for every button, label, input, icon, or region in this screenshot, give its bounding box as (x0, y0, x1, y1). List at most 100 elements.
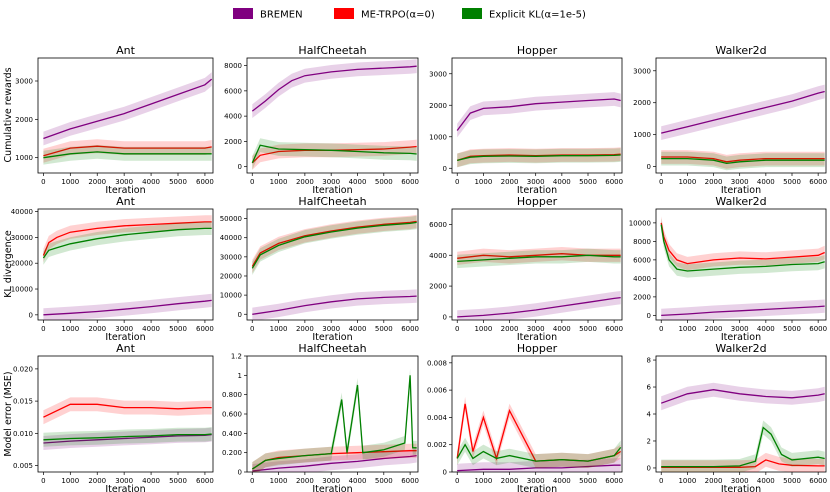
x-tick-label: 4000 (553, 477, 571, 485)
y-tick-label: 40000 (11, 208, 33, 216)
y-tick-label: 10000 (629, 219, 651, 227)
x-axis-label: Iteration (721, 484, 761, 492)
x-tick-label: 1000 (474, 477, 492, 485)
y-tick-label: 0 (29, 311, 33, 319)
panel-1-ant: Ant 0 1000 2000 3000 4000 5000 6000 1000 2000 3000… (15, 44, 214, 196)
series-band-bremen (457, 92, 621, 138)
x-tick-label: 6000 (401, 477, 419, 485)
x-tick-label: 3000 (731, 178, 749, 186)
x-tick-label: 3000 (527, 325, 545, 333)
x-tick-label: 1000 (61, 477, 79, 485)
axes-frame (655, 57, 827, 174)
series-band-me-trpo (43, 215, 212, 263)
series-band-bremen (457, 291, 621, 320)
y-tick-label: 1 (238, 372, 242, 380)
series-band-me-trpo (43, 139, 212, 163)
x-tick-label: 6000 (809, 325, 827, 333)
panel-2-ant: Ant 0 1000 2000 3000 4000 5000 6000 0 10000 20000 3… (11, 195, 214, 343)
series-line-explicit-kl (456, 443, 622, 462)
x-tick-label: 6000 (196, 477, 214, 485)
panel-title: Ant (116, 44, 135, 57)
series-band-explicit-kl (252, 368, 417, 472)
panel-title: Walker2d (715, 342, 766, 355)
x-tick-label: 2000 (501, 477, 519, 485)
x-tick-label: 6000 (605, 477, 623, 485)
series-line-me-trpo (251, 220, 417, 267)
series-band-bremen (43, 72, 212, 146)
x-axis-label: Iteration (105, 185, 145, 196)
series-line-explicit-kl (661, 426, 825, 468)
panel-1-halfcheetah: HalfCheetah 0 1000 2000 3000 4000 5000 6000 0 200… (224, 44, 419, 196)
x-tick-label: 5000 (579, 325, 597, 333)
x-axis-label: Iteration (721, 185, 761, 196)
y-tick-label: 20000 (11, 260, 33, 268)
series-band-explicit-kl (43, 221, 212, 265)
y-tick-label: 6 (647, 384, 652, 392)
series-band-bremen (252, 59, 417, 118)
legend-label-explicit-kl-1e-5: Explicit KL(α=1e-5) (489, 10, 586, 21)
series-line-bremen (661, 305, 825, 317)
series-line-bremen (661, 90, 825, 134)
legend-swatch-bremen (233, 8, 253, 19)
y-tick-label: 1000 (15, 154, 33, 162)
panel-3-walker2d: Walker2d 0 1000 2000 3000 4000 5000 6000 0 2 4 6 8 It… (647, 342, 828, 492)
series-line-me-trpo (457, 253, 621, 259)
y-tick-label: 2000 (429, 283, 447, 291)
series-line-explicit-kl (43, 433, 212, 441)
x-axis-label: Iteration (105, 484, 145, 492)
series-band-me-trpo (661, 216, 825, 271)
x-tick-label: 0 (455, 325, 459, 333)
legend-swatch-me-trpo-0 (334, 8, 354, 19)
x-tick-label: 1000 (678, 477, 696, 485)
y-tick-label: 2000 (15, 116, 33, 124)
x-tick-label: 4000 (757, 178, 775, 186)
series-band-explicit-kl (457, 248, 621, 269)
y-tick-label: 0.006 (427, 387, 448, 395)
series-line-bremen (457, 296, 621, 318)
y-tick-label: 4 (647, 411, 652, 419)
y-tick-label: 30000 (220, 253, 242, 261)
x-tick-label: 3000 (527, 178, 545, 186)
x-tick-label: 5000 (169, 477, 187, 485)
series-line-bremen (43, 78, 213, 140)
series-band-explicit-kl (457, 148, 621, 168)
y-tick-label: 4000 (633, 275, 651, 283)
x-tick-label: 0 (250, 178, 254, 186)
x-tick-label: 0 (455, 477, 459, 485)
x-tick-label: 4000 (349, 325, 367, 333)
x-tick-label: 1000 (474, 325, 492, 333)
y-tick-label: 2000 (633, 293, 651, 301)
series-band-explicit-kl (661, 218, 825, 278)
y-tick-label: 6000 (224, 87, 242, 95)
series-band-bremen (252, 289, 417, 320)
series-band-explicit-kl (252, 138, 417, 170)
x-tick-label: 4000 (142, 178, 160, 186)
y-tick-label: 6000 (429, 221, 447, 229)
x-tick-label: 4000 (553, 325, 571, 333)
x-axis-label: Iteration (517, 332, 557, 343)
series-line-explicit-kl (661, 157, 825, 165)
legend: BREMEN ME-TRPO(α=0) Explicit KL(α=1e-5) (233, 8, 586, 21)
y-tick-label: 3000 (633, 67, 651, 75)
y-tick-label: 0 (647, 464, 651, 472)
x-tick-label: 2000 (88, 325, 106, 333)
x-tick-label: 6000 (605, 325, 623, 333)
x-tick-label: 2000 (501, 178, 519, 186)
y-tick-label: 0 (238, 469, 242, 477)
x-tick-label: 5000 (783, 325, 801, 333)
y-tick-label: 1000 (633, 131, 651, 139)
panel-1-hopper: Hopper 0 1000 2000 3000 4000 5000 6000 0 1000 2000… (429, 44, 623, 196)
axes-frame (451, 57, 623, 174)
y-tick-label: 4000 (429, 252, 447, 260)
x-tick-label: 6000 (196, 325, 214, 333)
y-tick-label: 0 (647, 163, 651, 171)
y-tick-label: 20000 (220, 272, 242, 280)
y-tick-label: 8000 (633, 238, 651, 246)
series-band-bremen (661, 299, 825, 320)
series-band-bremen (661, 84, 825, 140)
panel-3-hopper: Hopper 0 1000 2000 3000 4000 5000 6000 0 0.002 0.0… (427, 342, 623, 492)
y-tick-label: 0.002 (427, 441, 447, 449)
series-line-me-trpo (661, 459, 825, 468)
x-tick-label: 3000 (115, 325, 133, 333)
